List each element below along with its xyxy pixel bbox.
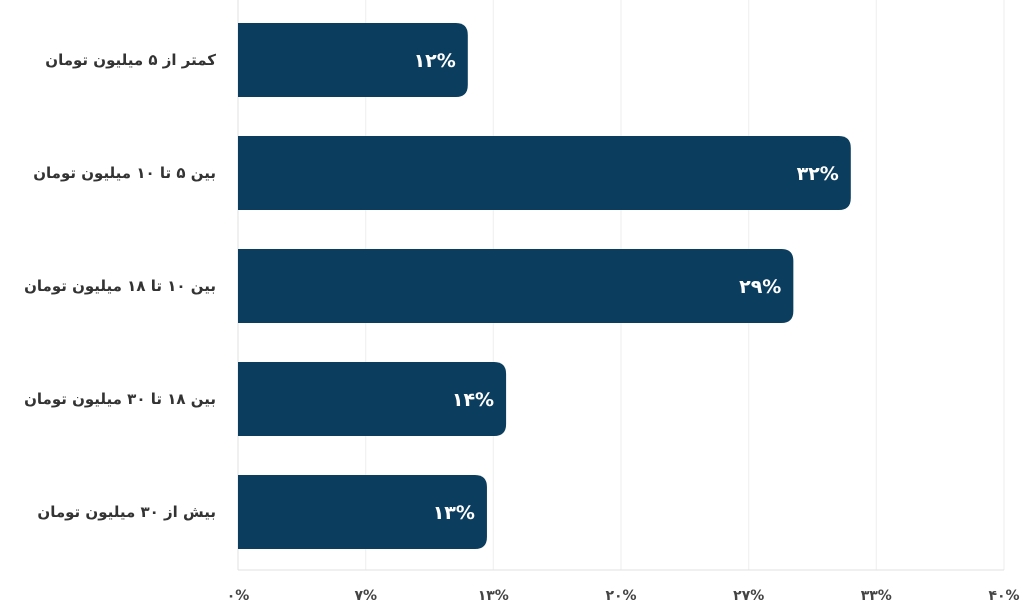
bar-value-label: ۲۹% <box>739 276 781 298</box>
x-tick-label: ۰% <box>227 588 250 604</box>
category-label: بین ۵ تا ۱۰ میلیون تومان <box>33 164 216 182</box>
bar-value-label: ۳۲% <box>797 163 839 185</box>
category-label: بین ۱۰ تا ۱۸ میلیون تومان <box>24 277 216 295</box>
bar <box>238 23 468 97</box>
bar <box>238 249 794 323</box>
bars <box>238 23 851 549</box>
category-label: بین ۱۸ تا ۳۰ میلیون تومان <box>24 390 216 408</box>
bar-value-label: ۱۴% <box>452 389 494 411</box>
x-tick-label: ۲۰% <box>605 588 636 604</box>
bar <box>238 136 851 210</box>
category-label: کمتر از ۵ میلیون تومان <box>45 51 216 69</box>
bar-value-label: ۱۳% <box>433 502 475 524</box>
category-labels: کمتر از ۵ میلیون تومان بین ۵ تا ۱۰ میلیون… <box>24 51 216 521</box>
bar-value-labels: ۱۲% ۳۲% ۲۹% ۱۴% ۱۳% <box>414 50 839 524</box>
x-tick-label: ۴۰% <box>988 588 1019 604</box>
bar <box>238 362 507 436</box>
x-tick-label: ۷% <box>354 588 377 604</box>
x-tick-label: ۳۳% <box>861 588 892 604</box>
x-tick-label: ۱۳% <box>478 588 509 604</box>
bar <box>238 475 487 549</box>
x-tick-labels: ۰% ۷% ۱۳% ۲۰% ۲۷% ۳۳% ۴۰% <box>227 588 1020 604</box>
category-label: بیش از ۳۰ میلیون تومان <box>37 503 216 521</box>
bar-value-label: ۱۲% <box>414 50 456 72</box>
x-tick-label: ۲۷% <box>733 588 764 604</box>
